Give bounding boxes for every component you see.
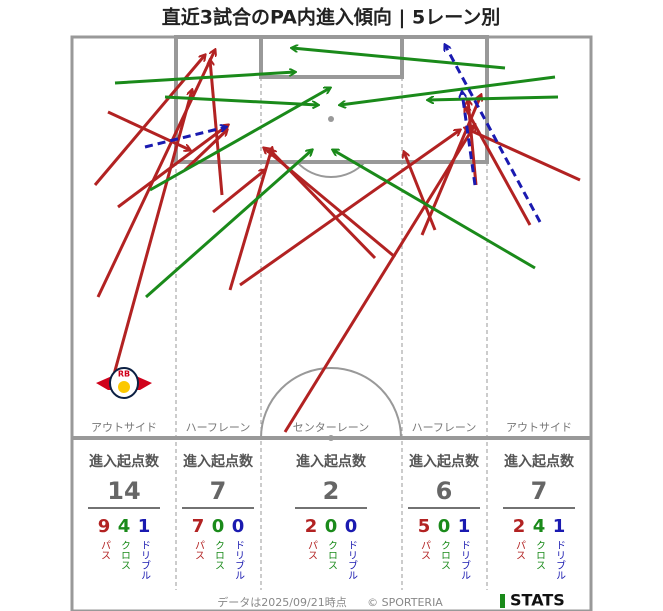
entry-arrow [96,50,215,298]
entry-arrow [283,125,475,433]
entry-arrow [93,55,205,186]
label-dribble: ドリブル [459,540,471,580]
lane-total: 7 [531,477,548,505]
label-dribble: ドリブル [554,540,566,580]
label-dribble: ドリブル [233,540,245,580]
title: 直近3試合のPA内進入傾向 | 5レーン別 [162,6,501,29]
copyright: © SPORTERIA [367,596,443,609]
label-dribble: ドリブル [139,540,151,580]
count-dribble: 0 [232,516,245,537]
entry-arrow [292,48,506,70]
count-dribble: 0 [345,516,358,537]
date-note: データは2025/09/21時点 [217,595,346,609]
label-cross: クロス [439,540,450,570]
count-cross: 4 [533,516,546,537]
lane-total: 6 [436,477,453,505]
entry-arrow [210,60,224,196]
logo-mark [500,594,505,608]
stats-header: 進入起点数 [89,453,160,470]
count-cross: 4 [118,516,131,537]
entry-arrow [183,130,227,172]
label-cross: クロス [119,540,130,570]
entry-arrow [340,75,556,105]
label-cross: クロス [326,540,337,570]
arrows [93,45,581,433]
lane-total: 2 [323,477,340,505]
lane-label: ハーフレーン [412,421,477,434]
label-dribble: ドリブル [346,540,358,580]
stats-header: 進入起点数 [409,453,480,470]
label-pass: パス [514,540,526,560]
entry-arrow [164,95,318,105]
lane-label: アウトサイド [506,421,572,434]
lane-total: 7 [210,477,227,505]
entry-arrow [111,90,192,379]
pitch [70,35,593,611]
label-pass: パス [419,540,431,560]
stats-header: 進入起点数 [183,453,254,470]
count-pass: 7 [192,516,205,537]
entry-arrow [462,92,477,186]
count-pass: 5 [418,516,431,537]
entry-arrow [107,110,190,150]
stats-header: 進入起点数 [504,453,575,470]
badge-text: RB [118,370,130,379]
count-cross: 0 [212,516,225,537]
entry-arrow [468,100,478,186]
lane-label: ハーフレーン [186,421,251,434]
entry-arrow [465,128,581,182]
entry-arrow [333,150,536,270]
label-cross: クロス [534,540,545,570]
label-pass: パス [193,540,205,560]
team-badge: RB [96,367,152,399]
label-pass: パス [99,540,111,560]
count-cross: 0 [438,516,451,537]
count-dribble: 1 [138,516,151,537]
entry-arrow [117,125,228,209]
entry-arrow [149,88,330,192]
entry-arrow [270,150,377,260]
count-pass: 2 [305,516,318,537]
count-pass: 2 [513,516,526,537]
count-dribble: 1 [553,516,566,537]
label-pass: パス [306,540,318,560]
entry-arrow [145,150,312,299]
count-dribble: 1 [458,516,471,537]
entry-arrow [445,45,542,223]
count-pass: 9 [98,516,111,537]
entry-arrow [144,127,226,149]
stats-header: 進入起点数 [296,453,367,470]
count-cross: 0 [325,516,338,537]
entry-arrow [465,107,532,226]
entry-arrow [212,170,265,214]
lane-label: アウトサイド [91,421,157,434]
label-cross: クロス [213,540,224,570]
entry-arrow [428,95,559,100]
lane-label: センターレーン [293,421,369,434]
entry-arrow [114,72,295,85]
entry-arrow [228,148,272,291]
logo: STATS [510,591,565,610]
lanes: アウトサイド進入起点数149パス4クロス1ドリブルハーフレーン進入起点数77パス… [88,421,575,580]
entry-arrow [239,130,460,287]
lane-total: 14 [107,477,140,505]
